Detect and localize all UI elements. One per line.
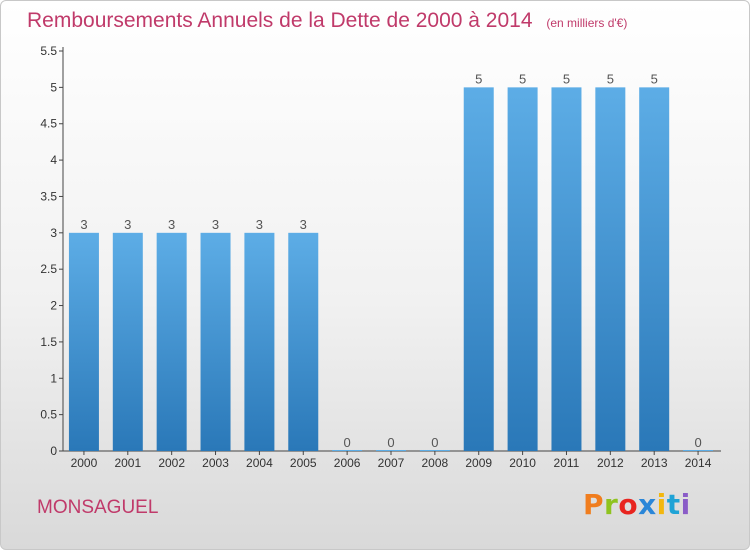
logo-letter: P <box>583 488 605 521</box>
y-tick-label: 5 <box>50 80 57 94</box>
bar <box>463 87 494 451</box>
y-tick-label: 0 <box>50 444 57 458</box>
data-label: 5 <box>475 71 482 86</box>
x-tick-label: 2014 <box>685 456 712 470</box>
bar <box>595 87 626 451</box>
data-label: 5 <box>607 71 614 86</box>
proxiti-logo: Proxiti <box>583 488 691 521</box>
title-unit: (en milliers d'€) <box>546 16 628 30</box>
data-label: 5 <box>651 71 658 86</box>
y-tick-label: 3 <box>50 226 57 240</box>
data-label: 0 <box>344 435 351 450</box>
data-label: 5 <box>563 71 570 86</box>
x-tick-label: 2003 <box>202 456 229 470</box>
x-tick-label: 2000 <box>71 456 98 470</box>
bar <box>288 232 319 451</box>
data-label: 3 <box>256 217 263 232</box>
x-tick-label: 2006 <box>334 456 361 470</box>
title-text: Remboursements Annuels de la Dette de 20… <box>27 9 533 32</box>
y-tick-label: 4 <box>50 153 57 167</box>
x-tick-label: 2009 <box>465 456 492 470</box>
bar <box>112 232 143 451</box>
x-tick-label: 2008 <box>422 456 449 470</box>
x-tick-label: 2012 <box>597 456 624 470</box>
data-label: 3 <box>212 217 219 232</box>
x-tick-label: 2013 <box>641 456 668 470</box>
y-tick-label: 4.5 <box>40 117 57 131</box>
y-tick-label: 2 <box>50 299 57 313</box>
y-tick-label: 1.5 <box>40 335 57 349</box>
logo-letter: i <box>680 488 691 521</box>
x-tick-label: 2005 <box>290 456 317 470</box>
x-tick-label: 2002 <box>158 456 185 470</box>
y-tick-label: 5.5 <box>40 44 57 58</box>
bar <box>68 232 99 451</box>
y-tick-label: 2.5 <box>40 262 57 276</box>
y-tick-label: 3.5 <box>40 189 57 203</box>
logo-letter: t <box>666 488 681 521</box>
data-label: 3 <box>300 217 307 232</box>
data-label: 3 <box>80 217 87 232</box>
data-label: 3 <box>168 217 175 232</box>
x-tick-label: 2004 <box>246 456 273 470</box>
bar <box>639 87 670 451</box>
data-label: 0 <box>431 435 438 450</box>
x-tick-label: 2007 <box>378 456 405 470</box>
x-tick-label: 2011 <box>554 456 580 470</box>
y-tick-label: 0.5 <box>40 408 57 422</box>
data-label: 3 <box>124 217 131 232</box>
chart-title: Remboursements Annuels de la Dette de 20… <box>27 9 627 33</box>
logo-letter: x <box>638 488 657 521</box>
x-tick-label: 2010 <box>509 456 536 470</box>
x-tick-label: 2001 <box>114 456 141 470</box>
logo-letter: r <box>604 488 619 521</box>
data-label: 0 <box>387 435 394 450</box>
logo-letter: o <box>618 488 639 521</box>
data-label: 0 <box>694 435 701 450</box>
logo-letter: i <box>656 488 667 521</box>
bar <box>507 87 538 451</box>
bar <box>244 232 275 451</box>
commune-name: MONSAGUEL <box>37 497 159 518</box>
bar <box>551 87 582 451</box>
data-label: 5 <box>519 71 526 86</box>
y-tick-label: 1 <box>50 371 57 385</box>
bar <box>156 232 187 451</box>
bar <box>200 232 231 451</box>
